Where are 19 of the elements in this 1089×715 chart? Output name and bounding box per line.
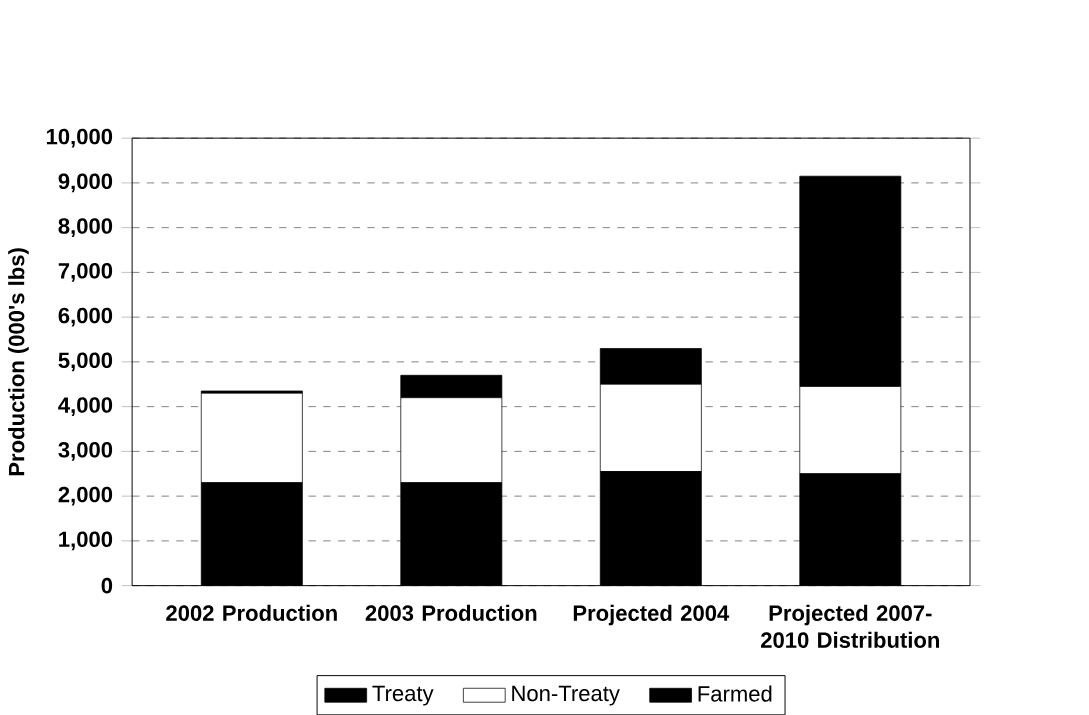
y-tick-label: 1,000: [59, 531, 113, 551]
y-tick-label: 9,000: [58, 173, 113, 193]
x-tick-label: Projected 2007-2010 Distribution: [761, 604, 940, 648]
x-tick-label: 2003 Production: [365, 604, 537, 621]
y-axis-title: Production (000's lbs): [8, 248, 29, 475]
y-tick-label: 4,000: [58, 397, 113, 416]
y-tick-label: 5,000: [58, 352, 113, 372]
x-tick-label: Projected 2004: [573, 604, 730, 626]
y-tick-label: 6,000: [58, 307, 113, 327]
legend-label: Non-Treaty: [512, 685, 620, 706]
y-tick-label: 0: [101, 577, 113, 594]
y-tick-label: 2,000: [58, 486, 113, 506]
y-tick-label: 3,000: [58, 441, 113, 461]
legend-label: Farmed: [698, 685, 772, 702]
x-tick-label: 2002 Production: [166, 604, 337, 621]
y-tick-label: 8,000: [58, 218, 113, 237]
legend-label: Treaty: [372, 685, 434, 706]
y-tick-label: 7,000: [58, 262, 113, 282]
y-tick-label: 10,000: [46, 128, 113, 148]
